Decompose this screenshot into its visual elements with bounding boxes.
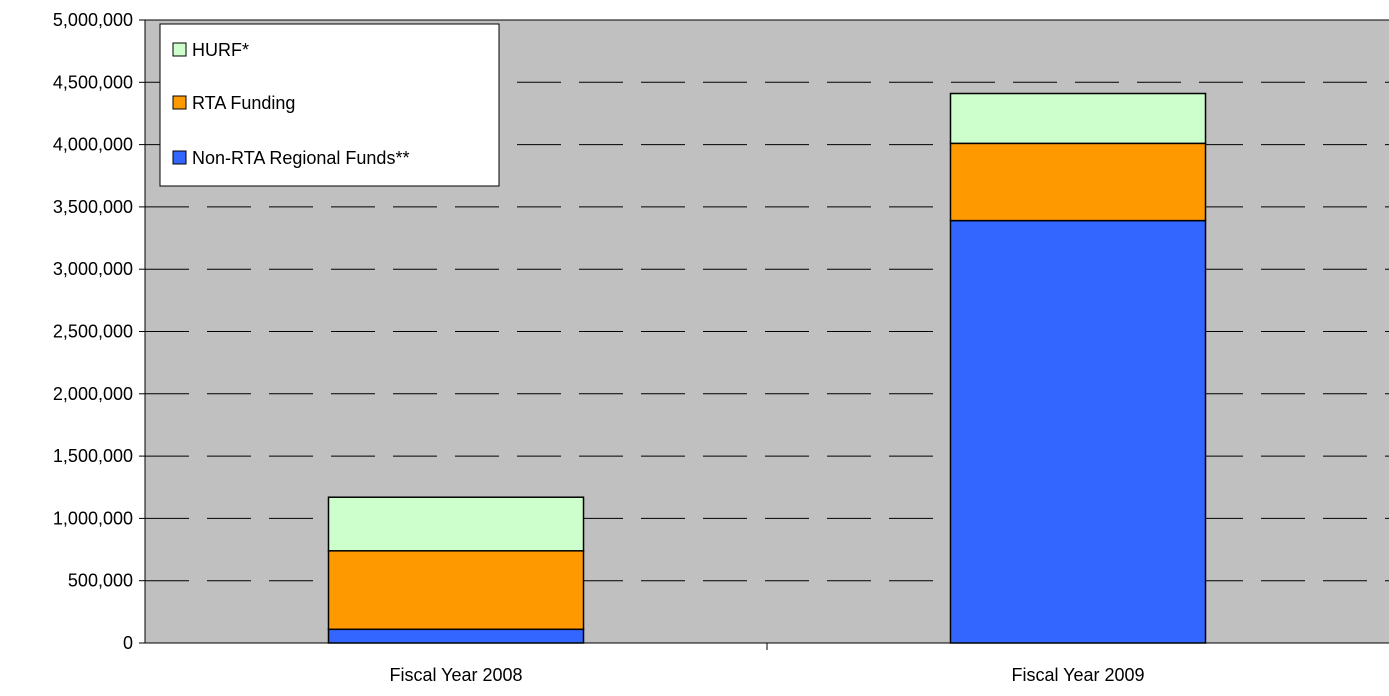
y-tick-label: 3,500,000: [53, 197, 133, 217]
x-tick-label: Fiscal Year 2008: [389, 665, 522, 685]
y-tick-label: 4,000,000: [53, 135, 133, 155]
legend-entry-rta-funding: RTA Funding: [172, 93, 295, 113]
legend-box: [159, 23, 500, 187]
y-tick-label: 2,500,000: [53, 322, 133, 342]
bar-segment-rta-funding: [327, 550, 585, 631]
y-tick-label: 3,000,000: [53, 259, 133, 279]
x-tick-labels: Fiscal Year 2008 Fiscal Year 2009: [389, 643, 1145, 685]
bar-segment-hurf: [327, 496, 585, 552]
legend: HURF* RTA Funding Non-RTA Regional Funds…: [159, 23, 500, 187]
bar-segment-rta-funding: [949, 142, 1207, 222]
y-tick-label: 0: [123, 633, 133, 653]
legend-label-non-rta-regional-funds: Non-RTA Regional Funds**: [192, 148, 409, 168]
y-tick-label: 500,000: [68, 571, 133, 591]
y-tick-label: 5,000,000: [53, 10, 133, 30]
bar-segment-non-rta-regional-funds: [949, 219, 1207, 644]
y-tick-label: 4,500,000: [53, 72, 133, 92]
legend-swatch-hurf: [172, 42, 187, 57]
y-tick-labels: 0 500,000 1,000,000 1,500,000 2,000,000 2,500…: [53, 10, 145, 653]
legend-label-hurf: HURF*: [192, 40, 249, 60]
y-tick-label: 2,000,000: [53, 384, 133, 404]
y-tick-label: 1,500,000: [53, 446, 133, 466]
legend-entry-hurf: HURF*: [172, 40, 249, 60]
bars: [327, 92, 1207, 644]
y-tick-label: 1,000,000: [53, 508, 133, 528]
legend-swatch-rta-funding: [172, 95, 187, 110]
bar-segment-hurf: [949, 92, 1207, 145]
x-tick-label: Fiscal Year 2009: [1011, 665, 1144, 685]
legend-label-rta-funding: RTA Funding: [192, 93, 295, 113]
legend-swatch-non-rta-regional-funds: [172, 150, 187, 165]
legend-entry-non-rta-regional-funds: Non-RTA Regional Funds**: [172, 148, 409, 168]
bar-segment-non-rta-regional-funds: [327, 628, 585, 644]
